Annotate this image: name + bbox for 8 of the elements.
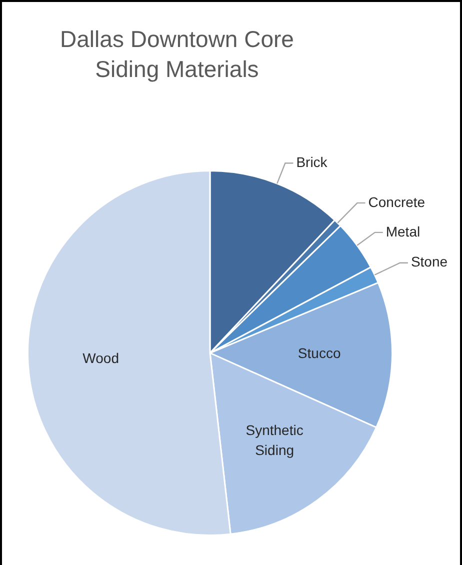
slice-label: Wood: [82, 350, 119, 366]
slice-label: Brick: [296, 154, 328, 170]
slice-label: Metal: [386, 223, 420, 240]
slice-label: Concrete: [368, 194, 426, 210]
slice-label: Stucco: [298, 345, 341, 362]
slice-label: Synthetic Siding: [246, 422, 304, 458]
slice-label: Stone: [410, 254, 448, 270]
chart-title: Dallas Downtown Core Siding Materials: [59, 25, 295, 84]
